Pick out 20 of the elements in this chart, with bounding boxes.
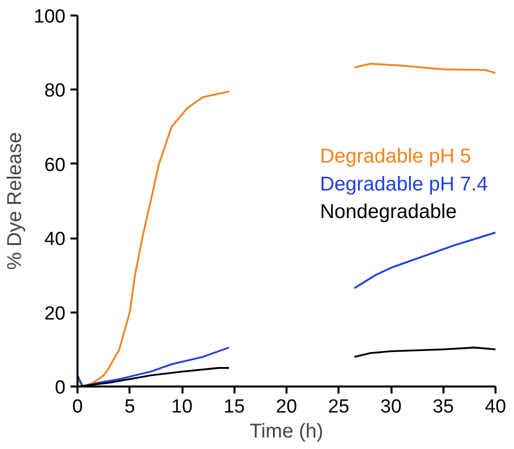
x-tick-label: 15: [224, 396, 245, 418]
y-tick-label: 0: [54, 378, 66, 398]
y-tick-label: 100: [34, 6, 66, 28]
x-tick-label: 25: [328, 396, 350, 418]
text: Degradable pH 5: [320, 145, 472, 168]
y-tick-label: 40: [44, 229, 66, 250]
y-tick-label: 60: [44, 154, 66, 176]
x-tick-label: 20: [276, 396, 298, 418]
x-axis-title: Time (h): [250, 420, 324, 442]
x-tick-label: 5: [124, 396, 136, 418]
x-tick-label: 0: [72, 396, 83, 418]
y-axis-title: % Dye Release: [4, 132, 26, 270]
x-tick-label: 10: [171, 396, 193, 418]
y-tick-label: 20: [44, 303, 66, 324]
y-tick-label: 80: [44, 80, 66, 102]
x-tick-label: 40: [484, 396, 506, 418]
x-tick-label: 35: [432, 396, 454, 418]
x-tick-label: 30: [380, 396, 402, 418]
series-label: Degradable pH 7.4: [320, 173, 488, 196]
text: Nondegradable: [320, 201, 457, 224]
